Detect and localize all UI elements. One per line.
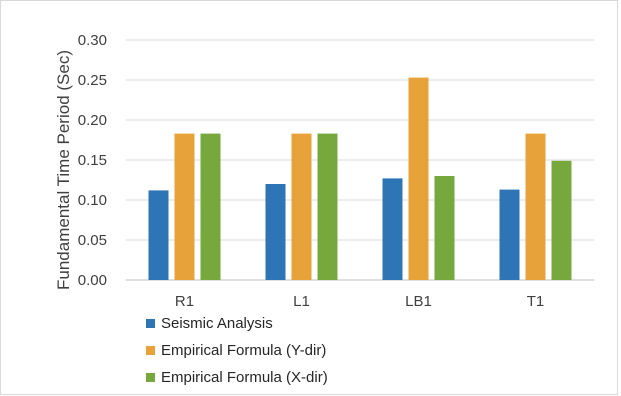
y-axis-title: Fundamental Time Period (Sec) [54, 50, 73, 290]
bar-lb1-series-3 [434, 176, 455, 280]
bars [148, 77, 572, 280]
legend-label: Empirical Formula (Y-dir) [161, 342, 326, 359]
legend: Seismic Analysis Empirical Formula (Y-dir… [146, 315, 328, 386]
bar-r1-series-1 [148, 190, 169, 280]
bar-r1-series-3 [200, 133, 221, 280]
x-tick-label: L1 [293, 293, 310, 310]
y-tick-label: 0.30 [78, 32, 107, 49]
bar-t1-series-1 [499, 189, 520, 280]
x-tick-label: R1 [175, 293, 194, 310]
bar-l1-series-2 [291, 133, 312, 280]
y-tick-label: 0.25 [78, 72, 107, 89]
bar-l1-series-3 [317, 133, 338, 280]
bar-l1-series-1 [265, 184, 286, 280]
legend-swatch [146, 346, 155, 355]
y-tick-label: 0.00 [78, 272, 107, 289]
y-tick-label: 0.10 [78, 192, 107, 209]
x-tick-label: LB1 [405, 293, 432, 310]
bar-lb1-series-2 [408, 77, 429, 280]
y-tick-label: 0.05 [78, 232, 107, 249]
y-tick-label: 0.15 [78, 152, 107, 169]
bar-t1-series-2 [525, 133, 546, 280]
gridlines [126, 39, 594, 281]
legend-swatch [146, 373, 155, 382]
bar-t1-series-3 [551, 160, 572, 280]
x-tick-label: T1 [527, 293, 545, 310]
legend-label: Seismic Analysis [161, 315, 273, 332]
bar-lb1-series-1 [382, 178, 403, 280]
y-axis-ticks: 0.00 0.05 0.10 0.15 0.20 0.25 0.30 [78, 32, 107, 289]
legend-label: Empirical Formula (X-dir) [161, 369, 328, 386]
y-tick-label: 0.20 [78, 112, 107, 129]
x-axis-ticks: R1 L1 LB1 T1 [175, 293, 544, 310]
legend-swatch [146, 319, 155, 328]
bar-r1-series-2 [174, 133, 195, 280]
